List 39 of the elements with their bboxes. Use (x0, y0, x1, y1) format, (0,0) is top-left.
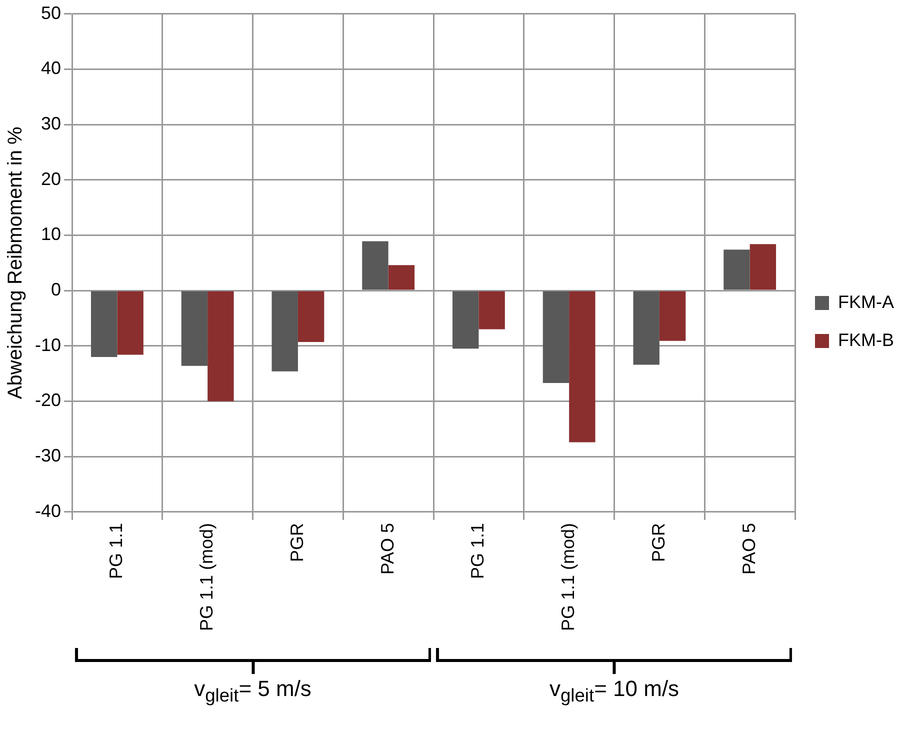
bar (724, 250, 750, 290)
x-tick-label: PAO 5 (377, 522, 398, 575)
bar (750, 244, 776, 290)
bar (542, 291, 570, 383)
x-tick-label: PG 1.1 (106, 522, 126, 579)
y-tick-label: 0 (51, 280, 62, 300)
legend-label: FKM-B (838, 330, 894, 350)
x-tick-label: PGR (648, 522, 668, 562)
y-axis-title: Abweichung Reibmoment in % (4, 126, 27, 400)
bar (452, 291, 479, 349)
bar (208, 291, 234, 402)
y-tick-label: 40 (40, 58, 62, 78)
x-tick-label: PG 1.1 (mod) (196, 522, 217, 632)
bar (90, 291, 118, 357)
y-tick-label: -30 (35, 446, 62, 466)
y-tick-label: -10 (35, 334, 62, 355)
y-tick-label: -40 (35, 500, 62, 521)
bar (569, 291, 596, 442)
bar (181, 291, 208, 366)
bar (298, 291, 324, 342)
y-tick-label: 30 (40, 113, 62, 134)
bar (659, 291, 686, 341)
bar (633, 291, 660, 365)
bar (272, 291, 298, 372)
y-tick-label: 10 (40, 224, 62, 244)
x-tick-label: PAO 5 (738, 522, 759, 575)
y-tick-label: 20 (40, 168, 62, 189)
bar (362, 241, 388, 290)
y-tick-label: 50 (40, 2, 62, 23)
bar (478, 291, 505, 330)
bar (388, 265, 415, 290)
text: v$_{gleit}$= 5 m/s (194, 676, 312, 706)
x-tick-label: PG 1.1 (468, 522, 488, 579)
y-tick-label: -20 (35, 390, 62, 410)
text: v$_{gleit}$= 10 m/s (549, 676, 680, 706)
x-tick-label: PGR (286, 522, 307, 562)
legend-label: FKM-A (838, 292, 894, 312)
bar (117, 291, 144, 355)
x-tick-label: PG 1.1 (mod) (558, 522, 578, 632)
